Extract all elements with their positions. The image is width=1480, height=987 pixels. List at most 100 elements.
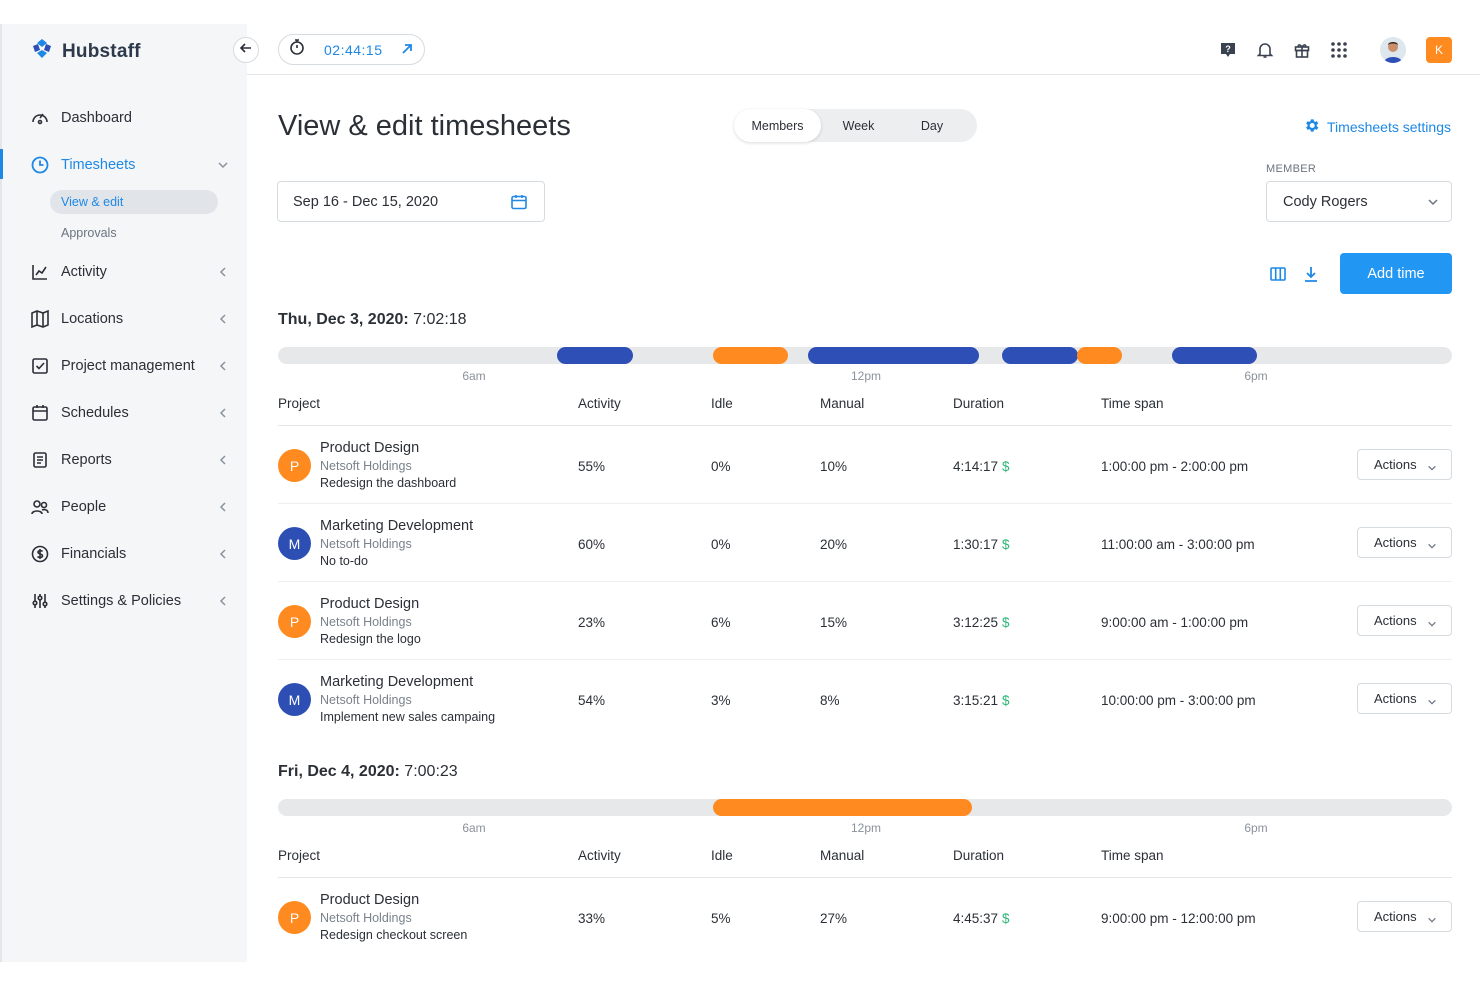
tab-week[interactable]: Week <box>842 118 875 133</box>
open-timer-icon[interactable] <box>400 42 414 61</box>
sidebar-item-settings-policies[interactable]: Settings & Policies <box>2 577 247 624</box>
member-select[interactable]: Cody Rogers <box>1266 181 1452 222</box>
billable-icon: $ <box>1002 615 1010 630</box>
day-title: Fri, Dec 4, 2020: 7:00:23 <box>278 763 1452 785</box>
billable-icon: $ <box>1002 911 1010 926</box>
help-icon[interactable]: ? <box>1218 40 1238 60</box>
collapse-sidebar-button[interactable] <box>233 37 259 63</box>
timeline-segment[interactable] <box>808 347 979 364</box>
timer-widget[interactable]: 02:44:15 <box>278 34 425 65</box>
chevron-left-icon <box>217 500 229 518</box>
idle-value: 3% <box>711 693 731 708</box>
billable-icon: $ <box>1002 537 1010 552</box>
column-header-idle: Idle <box>711 848 733 863</box>
chevron-left-icon <box>217 265 229 283</box>
manual-value: 10% <box>820 459 848 474</box>
chevron-left-icon <box>217 547 229 565</box>
sidebar-item-timesheets[interactable]: Timesheets <box>0 141 247 188</box>
day-total: 7:00:23 <box>404 763 458 780</box>
column-header-duration: Duration <box>953 848 1005 863</box>
member-select-value: Cody Rogers <box>1283 193 1368 210</box>
table-row[interactable]: P Product Design Netsoft Holdings Redesi… <box>278 582 1452 660</box>
actions-label: Actions <box>1374 535 1417 550</box>
sidebar-subitem-view-edit[interactable]: View & edit <box>50 190 218 214</box>
timeline-segment[interactable] <box>1077 347 1122 364</box>
chevron-down-icon <box>1427 461 1437 476</box>
actions-dropdown[interactable]: Actions <box>1357 449 1452 480</box>
tab-day[interactable]: Day <box>920 118 944 133</box>
billable-icon: $ <box>1002 693 1010 708</box>
sidebar-item-reports[interactable]: Reports <box>2 436 247 483</box>
table-row[interactable]: M Marketing Development Netsoft Holdings… <box>278 504 1452 582</box>
timeline-segment[interactable] <box>713 799 972 816</box>
sidebar: Hubstaff Dashboard Timesheets View & edi… <box>0 24 247 962</box>
table-row[interactable]: P Product Design Netsoft Holdings Redesi… <box>278 426 1452 504</box>
tick-label: 12pm <box>850 821 882 835</box>
table-row[interactable]: M Marketing Development Netsoft Holdings… <box>278 660 1452 738</box>
timer-value: 02:44:15 <box>324 41 383 58</box>
column-header-time-span: Time span <box>1101 848 1164 863</box>
organization-name: Netsoft Holdings <box>320 537 412 551</box>
chevron-left-icon <box>217 406 229 424</box>
time-span-value: 1:00:00 pm - 2:00:00 pm <box>1101 459 1249 474</box>
chevron-left-icon <box>217 594 229 612</box>
table-row[interactable]: P Product Design Netsoft Holdings Redesi… <box>278 878 1452 956</box>
date-range-picker[interactable]: Sep 16 - Dec 15, 2020 <box>277 181 545 222</box>
activity-value: 55% <box>578 459 606 474</box>
project-avatar: M <box>278 683 311 716</box>
chevron-down-icon <box>1427 617 1437 632</box>
project-name: Product Design <box>320 892 420 908</box>
tab-members[interactable]: Members <box>734 109 821 142</box>
timeline-segment[interactable] <box>1002 347 1078 364</box>
day-timeline <box>278 347 1452 364</box>
download-icon[interactable] <box>1301 264 1321 284</box>
actions-dropdown[interactable]: Actions <box>1357 683 1452 714</box>
settings-link-label: Timesheets settings <box>1327 119 1451 135</box>
sidebar-item-schedules[interactable]: Schedules <box>2 389 247 436</box>
page-title: View & edit timesheets <box>278 110 571 142</box>
tick-label: 12pm <box>850 369 882 383</box>
manual-value: 20% <box>820 537 848 552</box>
bell-icon[interactable] <box>1255 40 1275 60</box>
apps-grid-icon[interactable] <box>1329 40 1349 60</box>
organization-badge[interactable]: K <box>1426 36 1452 63</box>
sidebar-item-activity[interactable]: Activity <box>2 248 247 295</box>
sidebar-item-financials[interactable]: Financials <box>2 530 247 577</box>
sidebar-item-label: Timesheets <box>61 156 136 173</box>
table-header: Project Activity Idle Manual Duration Ti… <box>278 838 1452 878</box>
hubstaff-logo-icon <box>30 37 54 66</box>
sidebar-subitem-approvals[interactable]: Approvals <box>61 226 117 240</box>
day-title: Thu, Dec 3, 2020: 7:02:18 <box>278 311 1452 333</box>
timeline-ticks: 6am 12pm 6pm <box>278 364 1452 386</box>
manual-value: 27% <box>820 911 848 926</box>
chevron-down-icon <box>217 158 229 176</box>
actions-dropdown[interactable]: Actions <box>1357 605 1452 636</box>
sidebar-item-label: Settings & Policies <box>61 592 182 609</box>
main-content: View & edit timesheets Members Week Day … <box>247 75 1480 962</box>
timeline-segment[interactable] <box>1172 347 1257 364</box>
sidebar-item-label: Project management <box>61 357 195 374</box>
project-name: Product Design <box>320 596 420 612</box>
manual-value: 8% <box>820 693 840 708</box>
table-header: Project Activity Idle Manual Duration Ti… <box>278 386 1452 426</box>
sidebar-item-label: Activity <box>61 263 107 280</box>
people-icon <box>30 497 50 517</box>
timeline-segment[interactable] <box>713 347 788 364</box>
timesheets-settings-link[interactable]: Timesheets settings <box>1303 117 1451 137</box>
sidebar-item-label: Locations <box>61 310 124 327</box>
sidebar-item-project-management[interactable]: Project management <box>2 342 247 389</box>
logo[interactable]: Hubstaff <box>30 37 141 66</box>
actions-dropdown[interactable]: Actions <box>1357 901 1452 932</box>
duration-value: 4:14:17 <box>953 459 999 474</box>
sidebar-item-dashboard[interactable]: Dashboard <box>2 94 247 141</box>
columns-icon[interactable] <box>1268 264 1288 284</box>
sidebar-item-locations[interactable]: Locations <box>2 295 247 342</box>
timeline-segment[interactable] <box>557 347 633 364</box>
chevron-left-icon <box>217 312 229 330</box>
add-time-button[interactable]: Add time <box>1340 253 1452 294</box>
user-avatar[interactable] <box>1380 36 1406 63</box>
actions-dropdown[interactable]: Actions <box>1357 527 1452 558</box>
column-header-manual: Manual <box>820 396 865 411</box>
gift-icon[interactable] <box>1292 40 1312 60</box>
sidebar-item-people[interactable]: People <box>2 483 247 530</box>
